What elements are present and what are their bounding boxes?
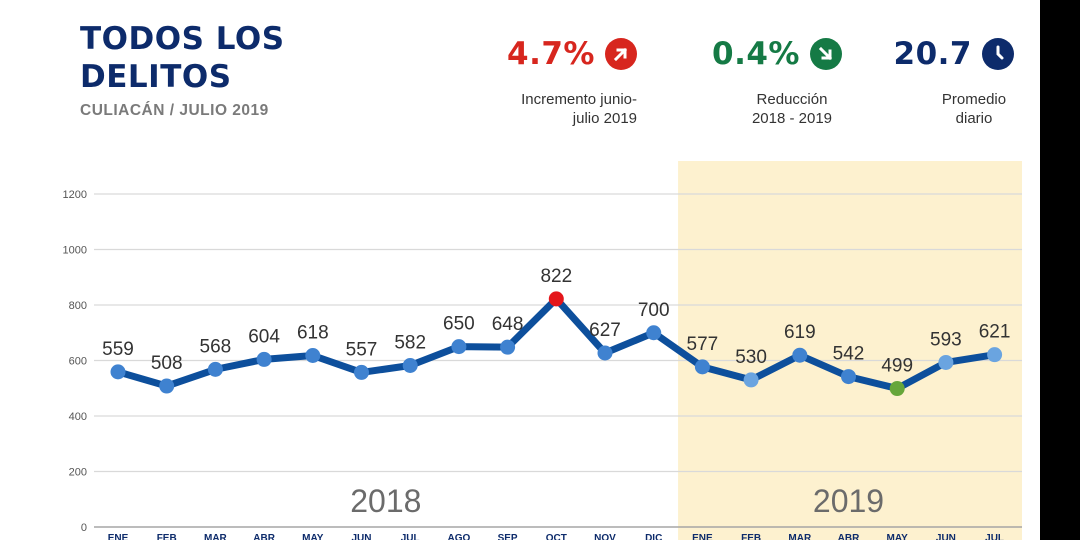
data-point: [207, 361, 223, 377]
x-tick-label: ABR: [253, 533, 275, 540]
data-point: [451, 339, 467, 355]
data-point: [159, 378, 175, 394]
data-label: 542: [833, 344, 865, 365]
data-label: 568: [200, 336, 232, 357]
data-point: [743, 372, 759, 388]
year-label: 2019: [813, 483, 884, 519]
y-tick-label: 1000: [63, 245, 87, 257]
data-label: 700: [638, 300, 670, 321]
data-point: [256, 351, 272, 367]
stat-decrease: 0.4% Reducción 2018 - 2019: [700, 36, 842, 128]
data-label: 577: [687, 334, 719, 355]
data-point: [646, 325, 662, 341]
stat-daily-value: 20.7: [893, 36, 972, 72]
x-tick-label: OCT: [546, 533, 567, 540]
stat-daily-label-line-1: Promedio: [941, 91, 1007, 108]
stat-decrease-label: Reducción 2018 - 2019: [742, 90, 842, 128]
stat-increase-value: 4.7%: [507, 36, 595, 72]
data-point: [402, 357, 418, 373]
title-line-1: TODOS LOS: [80, 21, 285, 57]
page-title: TODOS LOS DELITOS: [80, 20, 340, 96]
x-tick-label: MAY: [887, 533, 909, 540]
data-label: 627: [589, 320, 621, 341]
year-label: 2018: [350, 483, 421, 519]
highlight-band-2019: [678, 161, 1022, 540]
data-label: 648: [492, 314, 524, 335]
data-label: 557: [346, 339, 378, 360]
stat-increase-label: Incremento junio- julio 2019: [500, 90, 637, 128]
data-point: [841, 369, 856, 385]
data-label: 619: [784, 322, 816, 343]
data-point: [548, 291, 564, 307]
x-tick-label: MAR: [788, 533, 812, 540]
x-tick-label: JUN: [936, 533, 956, 540]
infographic-page: TODOS LOS DELITOS CULIACÁN / JULIO 2019 …: [0, 0, 1040, 540]
x-tick-label: FEB: [741, 533, 761, 540]
data-label: 621: [979, 322, 1011, 343]
y-tick-label: 600: [69, 356, 87, 368]
stat-increase: 4.7% Incremento junio- julio 2019: [500, 36, 637, 128]
x-tick-label: MAY: [302, 533, 324, 540]
data-point: [305, 348, 321, 364]
data-label: 650: [443, 314, 475, 335]
data-label: 499: [881, 356, 913, 377]
data-label: 508: [151, 353, 183, 374]
x-tick-label: JUL: [985, 533, 1004, 540]
data-point: [987, 347, 1003, 363]
data-point: [694, 359, 710, 375]
y-tick-label: 800: [69, 300, 87, 312]
clock-icon: [982, 38, 1014, 70]
data-label: 822: [540, 266, 572, 287]
x-tick-label: AGO: [448, 533, 471, 540]
data-point: [500, 339, 516, 355]
line-chart: 0 200 400 600 800 1000 1200 2018 2019 ENE FEB MAR AB…: [63, 161, 1022, 540]
stat-daily-label: Promedio diario: [934, 90, 1014, 128]
x-tick-label: JUN: [351, 533, 371, 540]
title-line-2: DELITOS: [80, 59, 232, 95]
data-label: 559: [102, 339, 134, 360]
y-tick-label: 200: [69, 467, 87, 479]
stat-daily-label-line-2: diario: [955, 110, 993, 127]
arrow-down-right-icon: [810, 38, 842, 70]
x-tick-label: JUL: [401, 533, 420, 540]
data-label: 582: [394, 332, 426, 353]
stat-decrease-value: 0.4%: [712, 36, 800, 72]
data-label: 618: [297, 323, 329, 344]
x-tick-label: ENE: [692, 533, 713, 540]
x-tick-label: ABR: [838, 533, 860, 540]
data-label: 604: [248, 326, 280, 347]
x-tick-label: SEP: [498, 533, 518, 540]
x-tick-label: MAR: [204, 533, 228, 540]
data-label: 530: [735, 347, 767, 368]
data-point: [597, 345, 613, 361]
data-point: [792, 347, 808, 363]
y-tick-label: 1200: [63, 189, 87, 201]
data-label: 593: [930, 329, 962, 350]
stat-decrease-label-line-1: Reducción: [756, 91, 828, 108]
y-tick-label: 0: [81, 522, 87, 534]
y-tick-label: 400: [69, 411, 87, 423]
stat-daily: 20.7 Promedio diario: [880, 36, 1014, 128]
data-point: [354, 364, 369, 380]
stat-increase-label-line-1: Incremento junio-: [521, 91, 637, 108]
data-point: [110, 364, 126, 380]
x-tick-label: FEB: [157, 533, 177, 540]
data-point: [938, 354, 954, 370]
page-subtitle: CULIACÁN / JULIO 2019: [80, 102, 269, 119]
x-tick-label: NOV: [594, 533, 616, 540]
stat-increase-label-line-2: julio 2019: [572, 110, 637, 127]
x-tick-label: DIC: [645, 533, 662, 540]
x-tick-label: ENE: [108, 533, 129, 540]
stat-decrease-label-line-2: 2018 - 2019: [751, 110, 833, 127]
data-point: [889, 381, 905, 397]
arrow-up-right-icon: [605, 38, 637, 70]
